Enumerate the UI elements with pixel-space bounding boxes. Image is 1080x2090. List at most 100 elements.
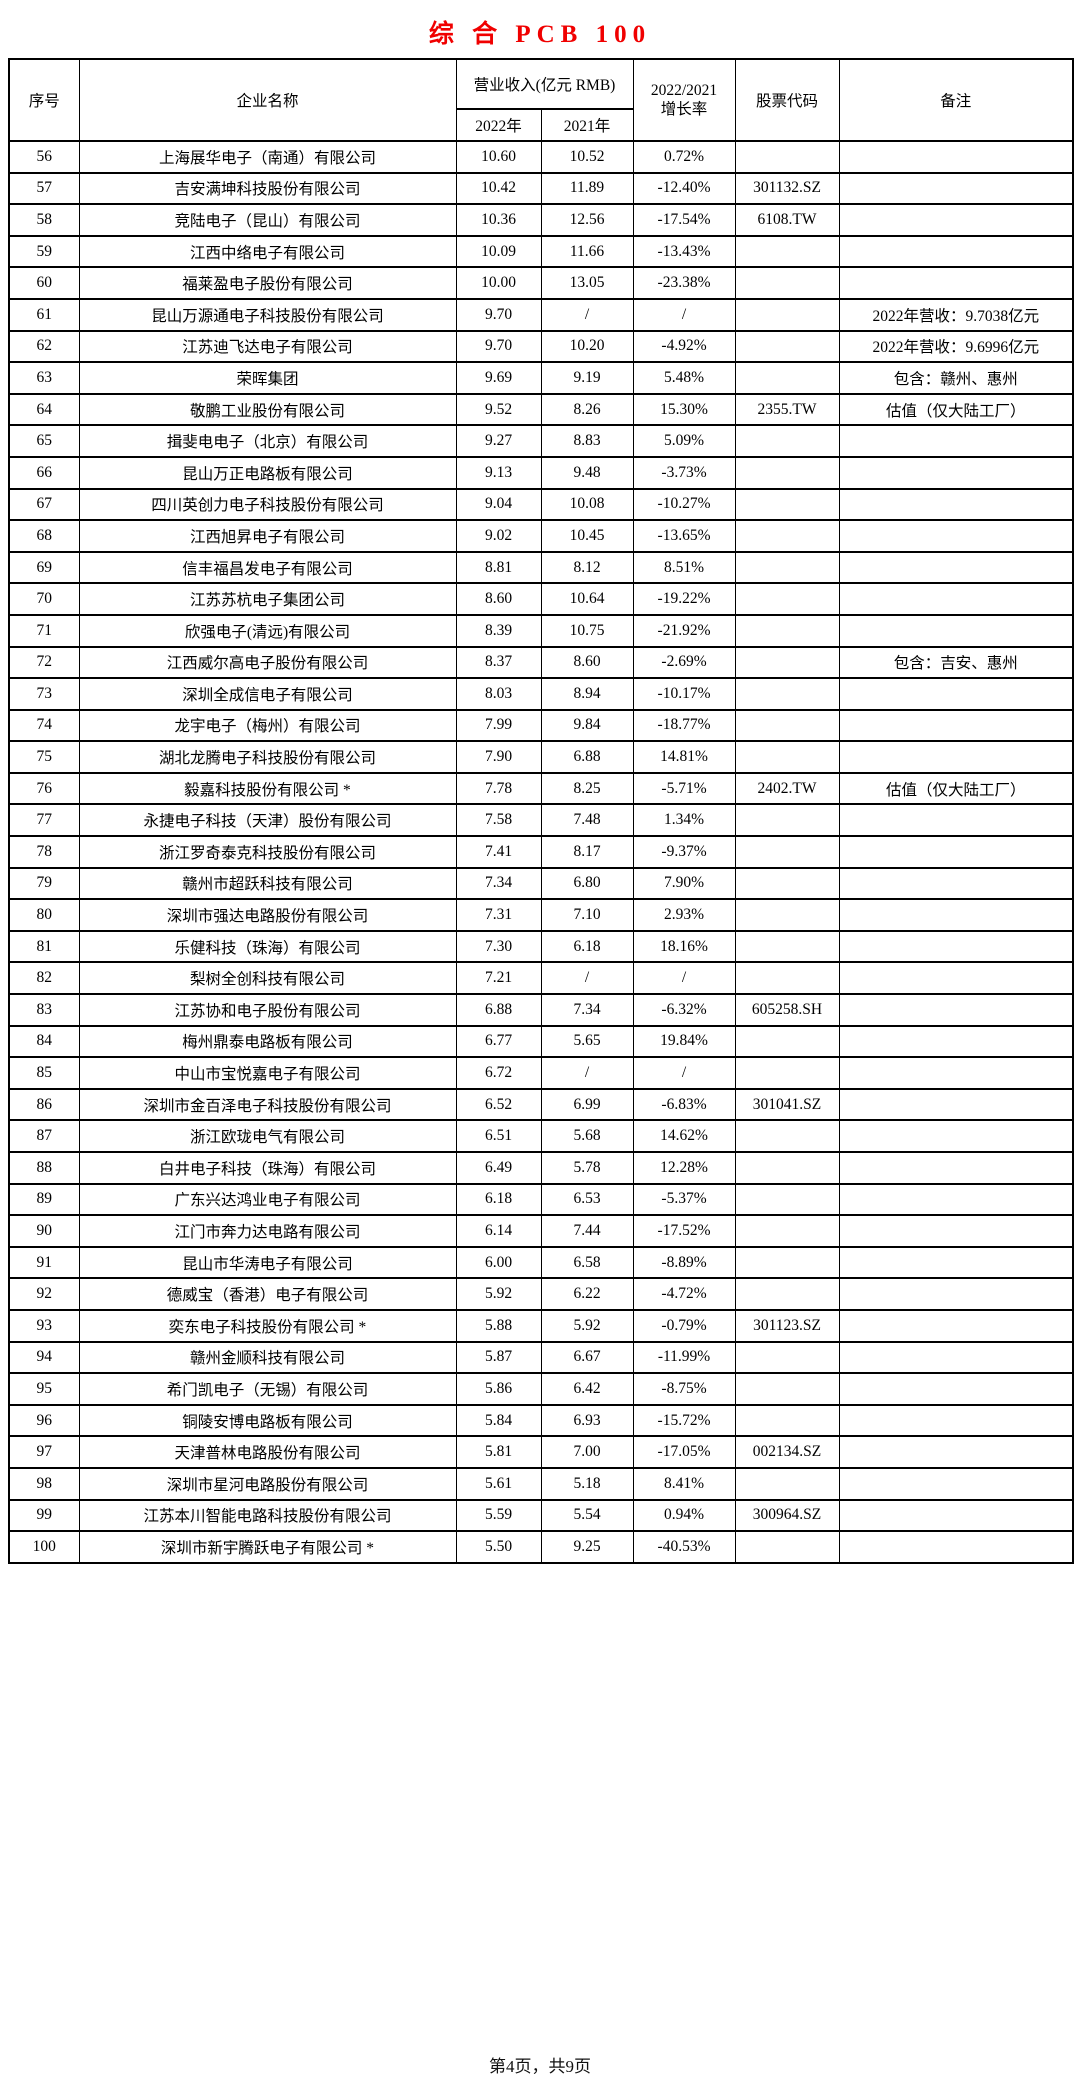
company-name: 昆山市华涛电子有限公司: [78, 1245, 457, 1280]
growth-rate: -5.37%: [632, 1182, 736, 1217]
table-row: 61 昆山万源通电子科技股份有限公司 9.70 / / 2022年营收：9.70…: [8, 297, 1074, 332]
revenue-2021: 5.65: [540, 1024, 634, 1059]
revenue-2021: 5.68: [540, 1119, 634, 1153]
revenue-2022: 6.72: [455, 1056, 542, 1090]
stock-code: [734, 1214, 840, 1248]
table-row: 66 昆山万正电路板有限公司 9.13 9.48 -3.73%: [8, 455, 1074, 490]
remark: [838, 1151, 1074, 1185]
table-row: 60 福莱盈电子股份有限公司 10.00 13.05 -23.38%: [8, 266, 1074, 300]
stock-code: [734, 645, 840, 680]
col-header-growth: 2022/2021 增长率: [632, 58, 736, 142]
table-row: 75 湖北龙腾电子科技股份有限公司 7.90 6.88 14.81%: [8, 740, 1074, 774]
growth-rate: -10.27%: [632, 487, 736, 522]
company-name: 毅嘉科技股份有限公司 *: [78, 771, 457, 806]
company-name: 上海展华电子（南通）有限公司: [78, 140, 457, 174]
stock-code: [734, 961, 840, 996]
revenue-2021: 8.26: [540, 392, 634, 427]
row-index: 61: [8, 297, 80, 332]
revenue-2022: 7.99: [455, 708, 542, 743]
growth-rate: 5.09%: [632, 424, 736, 458]
remark: 估值（仅大陆工厂）: [838, 392, 1074, 427]
growth-rate: -6.83%: [632, 1087, 736, 1122]
company-name: 赣州金顺科技有限公司: [78, 1340, 457, 1375]
growth-rate: -4.72%: [632, 1277, 736, 1311]
company-name: 湖北龙腾电子科技股份有限公司: [78, 740, 457, 774]
revenue-2022: 5.92: [455, 1277, 542, 1311]
revenue-2021: 6.42: [540, 1372, 634, 1406]
revenue-2021: 5.92: [540, 1308, 634, 1343]
revenue-2022: 5.61: [455, 1466, 542, 1501]
revenue-2022: 6.18: [455, 1182, 542, 1217]
remark: [838, 961, 1074, 996]
stock-code: [734, 1119, 840, 1153]
row-index: 80: [8, 898, 80, 932]
remark: [838, 1498, 1074, 1533]
remark: 估值（仅大陆工厂）: [838, 771, 1074, 806]
col-header-stock-code: 股票代码: [734, 58, 840, 142]
table-row: 80 深圳市强达电路股份有限公司 7.31 7.10 2.93%: [8, 898, 1074, 932]
company-name: 昆山万源通电子科技股份有限公司: [78, 297, 457, 332]
company-name: 深圳市星河电路股份有限公司: [78, 1466, 457, 1501]
revenue-2021: /: [540, 961, 634, 996]
table-row: 76 毅嘉科技股份有限公司 * 7.78 8.25 -5.71% 2402.TW…: [8, 771, 1074, 806]
row-index: 88: [8, 1151, 80, 1185]
company-name: 浙江欧珑电气有限公司: [78, 1119, 457, 1153]
page-title: 综 合 PCB 100: [428, 21, 652, 48]
row-index: 95: [8, 1372, 80, 1406]
stock-code: [734, 297, 840, 332]
stock-code: [734, 803, 840, 838]
revenue-2021: 9.19: [540, 361, 634, 395]
growth-rate: 14.62%: [632, 1119, 736, 1153]
row-index: 64: [8, 392, 80, 427]
remark: [838, 203, 1074, 237]
revenue-2022: 6.49: [455, 1151, 542, 1185]
revenue-2021: 6.22: [540, 1277, 634, 1311]
row-index: 92: [8, 1277, 80, 1311]
growth-rate: -18.77%: [632, 708, 736, 743]
stock-code: 002134.SZ: [734, 1435, 840, 1469]
table-row: 84 梅州鼎泰电路板有限公司 6.77 5.65 19.84%: [8, 1024, 1074, 1059]
table-row: 67 四川英创力电子科技股份有限公司 9.04 10.08 -10.27%: [8, 487, 1074, 522]
table-row: 85 中山市宝悦嘉电子有限公司 6.72 / /: [8, 1056, 1074, 1090]
revenue-2022: 8.60: [455, 582, 542, 616]
row-index: 59: [8, 234, 80, 269]
revenue-2022: 9.04: [455, 487, 542, 522]
growth-rate: -21.92%: [632, 613, 736, 648]
revenue-2021: 6.58: [540, 1245, 634, 1280]
revenue-2022: 10.36: [455, 203, 542, 237]
stock-code: [734, 1403, 840, 1438]
company-name: 铜陵安博电路板有限公司: [78, 1403, 457, 1438]
row-index: 94: [8, 1340, 80, 1375]
growth-rate: -17.54%: [632, 203, 736, 237]
col-header-growth-line1: 2022/2021: [650, 82, 718, 99]
revenue-2022: 9.70: [455, 297, 542, 332]
remark: [838, 1340, 1074, 1375]
revenue-2022: 7.34: [455, 866, 542, 901]
remark: [838, 993, 1074, 1027]
revenue-2022: 9.70: [455, 329, 542, 364]
company-name: 奕东电子科技股份有限公司 *: [78, 1308, 457, 1343]
table-row: 56 上海展华电子（南通）有限公司 10.60 10.52 0.72%: [8, 140, 1074, 174]
stock-code: [734, 929, 840, 964]
stock-code: [734, 424, 840, 458]
revenue-2022: 9.02: [455, 519, 542, 553]
row-index: 75: [8, 740, 80, 774]
row-index: 57: [8, 171, 80, 206]
revenue-2021: 5.18: [540, 1466, 634, 1501]
revenue-2021: 10.45: [540, 519, 634, 553]
revenue-2022: 8.37: [455, 645, 542, 680]
table-row: 94 赣州金顺科技有限公司 5.87 6.67 -11.99%: [8, 1340, 1074, 1375]
company-name: 德威宝（香港）电子有限公司: [78, 1277, 457, 1311]
growth-rate: -4.92%: [632, 329, 736, 364]
remark: [838, 929, 1074, 964]
row-index: 96: [8, 1403, 80, 1438]
stock-code: [734, 1024, 840, 1059]
remark: [838, 803, 1074, 838]
row-index: 79: [8, 866, 80, 901]
stock-code: [734, 519, 840, 553]
company-name: 永捷电子科技（天津）股份有限公司: [78, 803, 457, 838]
growth-rate: -12.40%: [632, 171, 736, 206]
remark: [838, 613, 1074, 648]
revenue-2021: 7.44: [540, 1214, 634, 1248]
row-index: 70: [8, 582, 80, 616]
